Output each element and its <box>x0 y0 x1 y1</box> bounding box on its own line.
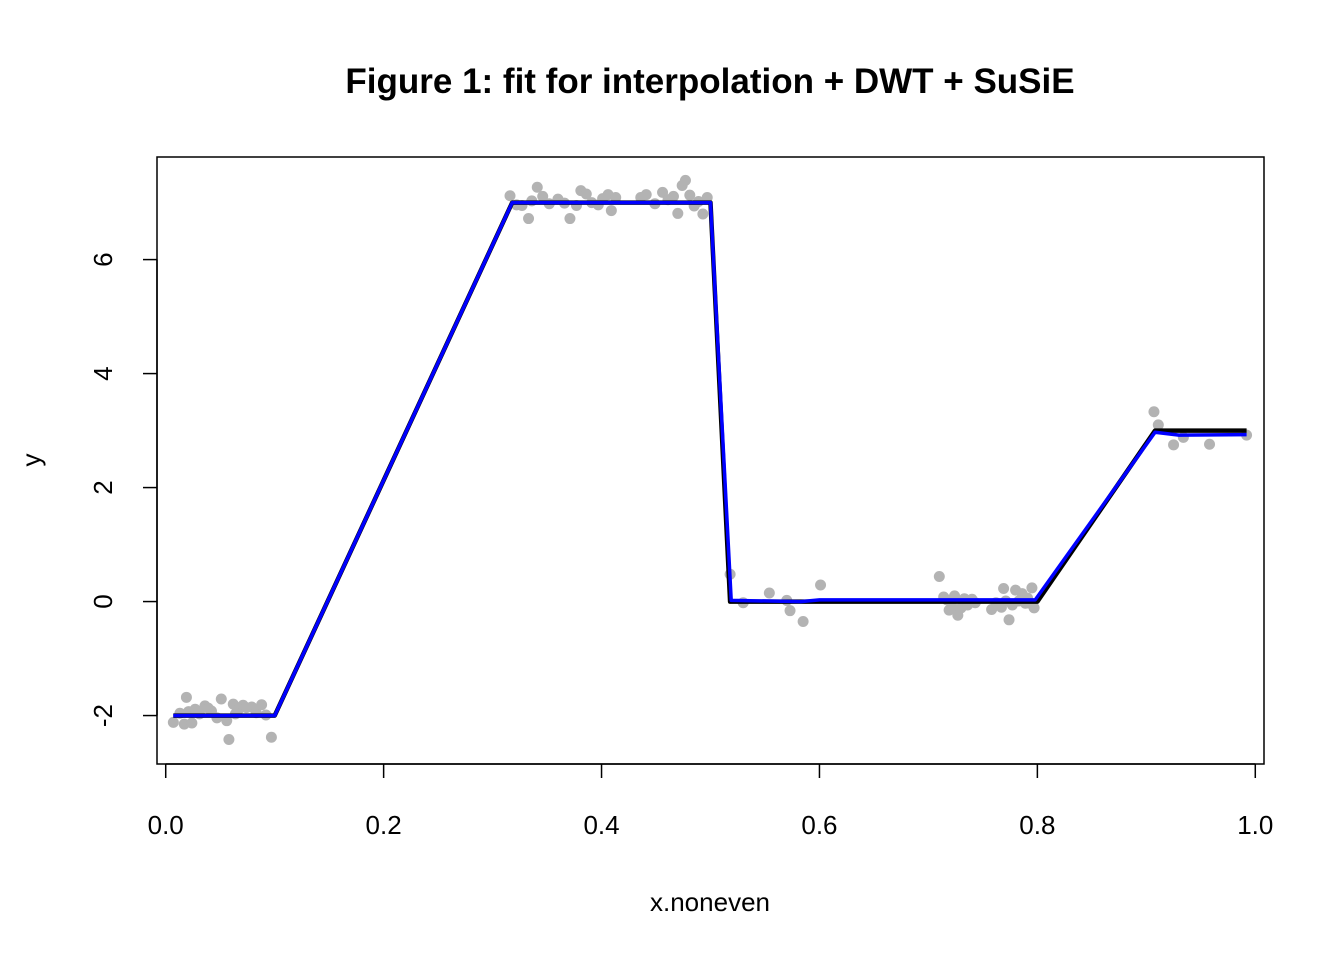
data-point <box>667 190 679 202</box>
data-point <box>640 189 652 201</box>
x-tick-label: 0.4 <box>583 810 619 840</box>
data-point <box>256 699 268 711</box>
x-tick-label: 0.2 <box>366 810 402 840</box>
y-tick-label: 0 <box>88 594 118 608</box>
y-axis: -2 0 2 4 6 <box>88 252 158 727</box>
x-tick-label: 1.0 <box>1237 810 1273 840</box>
truth-line <box>173 200 1247 718</box>
fit-line <box>173 200 1247 718</box>
data-point <box>504 190 516 202</box>
x-tick-label: 0.8 <box>1019 810 1055 840</box>
data-points <box>167 174 1253 745</box>
data-point <box>180 691 192 703</box>
data-point <box>797 616 809 628</box>
x-tick-label: 0.6 <box>801 810 837 840</box>
data-point <box>815 579 827 591</box>
data-point <box>679 174 691 186</box>
chart-title: Figure 1: fit for interpolation + DWT + … <box>345 62 1074 101</box>
data-point <box>167 716 179 728</box>
data-point <box>1028 602 1040 614</box>
data-point <box>1026 582 1038 594</box>
data-point <box>933 570 945 582</box>
data-point <box>684 189 696 201</box>
data-point <box>701 191 713 203</box>
y-tick-label: 6 <box>88 252 118 266</box>
data-point <box>998 582 1010 594</box>
data-point <box>784 605 796 617</box>
data-point <box>223 733 235 745</box>
data-point <box>221 715 233 727</box>
y-tick-label: 2 <box>88 480 118 494</box>
x-tick-label: 0.0 <box>148 810 184 840</box>
data-point <box>531 181 543 193</box>
data-point <box>1003 614 1015 626</box>
data-point <box>605 205 617 217</box>
data-point <box>1152 419 1164 431</box>
data-point <box>946 601 958 613</box>
data-point <box>763 587 775 599</box>
data-point <box>1204 438 1216 450</box>
data-lines <box>173 200 1247 718</box>
x-axis-label: x.noneven <box>650 887 770 917</box>
data-point <box>186 717 198 729</box>
data-point <box>215 693 227 705</box>
data-point <box>580 188 592 200</box>
y-tick-label: -2 <box>88 704 118 727</box>
data-point <box>610 191 622 203</box>
data-point <box>1168 439 1180 451</box>
data-point <box>265 731 277 743</box>
data-point <box>564 213 576 225</box>
data-point <box>537 190 549 202</box>
y-axis-label: y <box>16 454 46 467</box>
x-axis: 0.0 0.2 0.4 0.6 0.8 1.0 <box>148 763 1273 840</box>
data-point <box>697 208 709 220</box>
data-point <box>672 207 684 219</box>
y-tick-label: 4 <box>88 366 118 380</box>
data-point <box>523 213 535 225</box>
data-point <box>1148 406 1160 418</box>
